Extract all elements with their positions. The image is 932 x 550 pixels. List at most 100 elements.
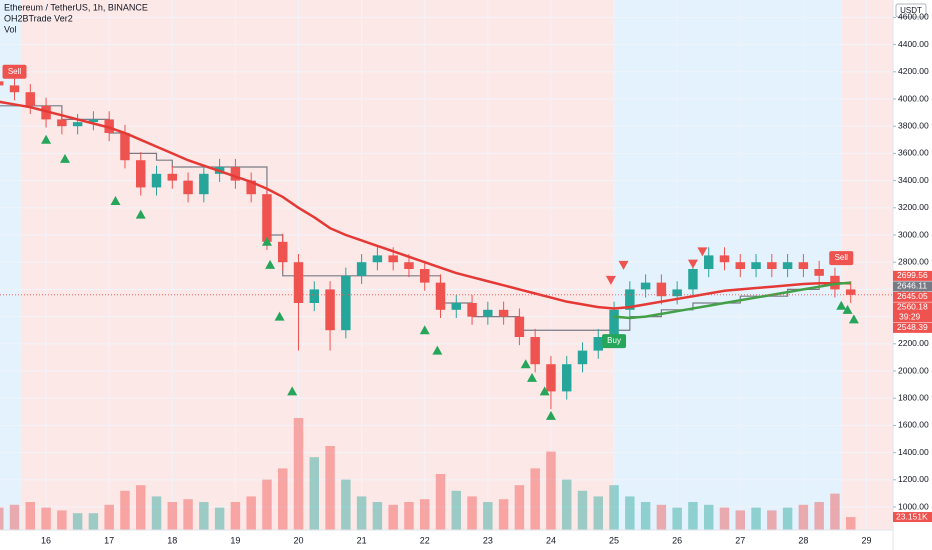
y-tick-label: 3400.00 <box>898 175 929 185</box>
candle-body <box>640 282 651 290</box>
volume-pane <box>0 418 856 530</box>
volume-bar <box>151 496 162 530</box>
signal-label: Sell <box>8 67 22 76</box>
y-tick-label: 1600.00 <box>898 420 929 430</box>
candle-body <box>577 350 588 365</box>
volume-bar <box>57 510 67 530</box>
candle-body <box>57 119 67 127</box>
x-tick-label: 19 <box>230 535 240 545</box>
time-axis-bg <box>0 530 893 550</box>
x-tick-label: 16 <box>41 535 51 545</box>
price-tag-label: 2699.56 <box>897 270 928 280</box>
candle-body <box>498 309 509 317</box>
candle-body <box>356 262 367 276</box>
volume-bar <box>325 446 335 530</box>
candle-body <box>593 337 604 351</box>
volume-bar <box>104 504 114 530</box>
volume-bar <box>467 496 477 530</box>
candle-body <box>341 275 351 331</box>
candle-body <box>199 173 209 195</box>
price-tag-label: 2646.11 <box>897 281 927 291</box>
volume-bar <box>388 504 398 530</box>
price-tag-label: 2645.05 <box>897 291 928 301</box>
volume-bar <box>435 474 446 530</box>
volume-bar <box>625 496 635 530</box>
y-tick-label: 4400.00 <box>898 39 929 49</box>
volume-bar <box>530 468 540 530</box>
volume-bar <box>735 510 746 530</box>
x-tick-label: 24 <box>546 535 556 545</box>
buy-marker <box>539 386 550 396</box>
candle-body <box>483 309 493 317</box>
candle-body <box>325 289 335 331</box>
buy-marker <box>287 386 298 396</box>
candle-body <box>735 262 746 270</box>
candle-body <box>530 337 540 365</box>
volume-bar <box>514 485 525 530</box>
candle-body <box>609 309 619 338</box>
buy-marker <box>419 325 430 335</box>
volume-bar <box>9 504 20 530</box>
volume-bar <box>703 504 714 530</box>
volume-bar <box>293 418 304 530</box>
x-tick-label: 28 <box>798 535 808 545</box>
countdown: 39:29 <box>899 312 921 322</box>
candle-body <box>309 289 320 304</box>
buy-marker <box>60 153 71 163</box>
y-tick-label: 1200.00 <box>898 474 929 484</box>
x-tick-label: 26 <box>672 535 682 545</box>
volume-bar <box>782 507 793 530</box>
y-tick-label: 4000.00 <box>898 93 929 103</box>
candle-body <box>419 269 430 283</box>
volume-bar <box>41 507 51 530</box>
volume-bar <box>719 507 730 530</box>
candle-body <box>404 262 414 270</box>
sell-marker <box>605 275 616 285</box>
volume-bar <box>214 507 225 530</box>
candle-body <box>719 255 730 263</box>
y-tick-label: 1800.00 <box>898 392 929 402</box>
price-pane <box>0 77 893 420</box>
candle-body <box>0 81 4 86</box>
candle-body <box>845 289 856 295</box>
candle-body <box>546 364 556 392</box>
price-tag <box>893 270 932 281</box>
volume-bar <box>72 513 83 530</box>
candle-body <box>277 241 288 263</box>
volume-tag-label: 23.151K <box>896 511 928 521</box>
volume-bar <box>404 502 414 530</box>
x-tick-label: 17 <box>104 535 114 545</box>
y-tick-label: 3200.00 <box>898 202 929 212</box>
candle-body <box>561 364 572 392</box>
price-tag <box>893 302 932 323</box>
y-tick-label: 1400.00 <box>898 447 929 457</box>
signal-zone <box>0 0 21 530</box>
volume-bar <box>751 507 761 530</box>
buy-marker <box>520 359 531 369</box>
price-tag <box>893 291 932 302</box>
volume-bar <box>845 517 856 530</box>
signal-label-bg <box>602 334 627 349</box>
currency-box[interactable] <box>895 3 927 18</box>
volume-bar <box>246 496 256 530</box>
candle-body <box>230 167 241 181</box>
volume-bar <box>451 490 462 530</box>
candle-body <box>72 122 83 127</box>
signal-zone <box>20 0 615 530</box>
buy-marker <box>135 209 146 219</box>
x-tick-label: 21 <box>357 535 367 545</box>
candle-body <box>672 289 682 297</box>
candle-body <box>372 255 383 263</box>
y-tick-label: 2200.00 <box>898 338 929 348</box>
x-tick-label: 25 <box>609 535 619 545</box>
candle-body <box>782 262 793 270</box>
buy-marker <box>261 236 272 246</box>
candle-body <box>104 119 114 134</box>
labels: Ethereum / TetherUS, 1h, BINANCE OH2BTra… <box>2 2 854 349</box>
volume-bar <box>830 493 840 530</box>
volume-bar <box>561 479 572 530</box>
y-tick-label: 4600.00 <box>898 12 929 22</box>
